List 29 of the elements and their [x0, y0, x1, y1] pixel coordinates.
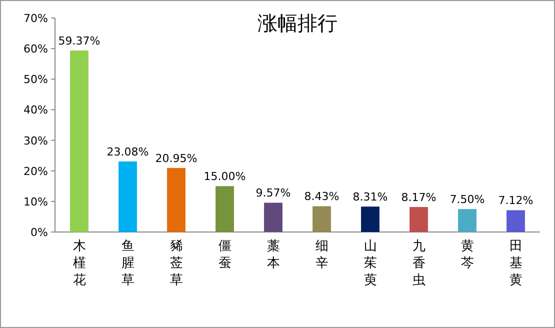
y-tick-label: 40% — [24, 104, 48, 117]
y-tick-label: 20% — [24, 164, 48, 178]
y-tick-label: 10% — [24, 195, 48, 208]
data-label: 20.95% — [155, 152, 198, 165]
x-tick-label: 僵蚕 — [218, 239, 232, 271]
data-label: 8.31% — [352, 190, 388, 204]
y-tick-label: 50% — [24, 73, 48, 86]
y-tick-label: 70% — [24, 12, 48, 25]
x-tick-label: 九香虫 — [412, 239, 426, 288]
x-tick-label: 木槿花 — [72, 239, 86, 288]
y-tick-label: 0% — [30, 226, 48, 239]
x-tick-label: 黄芩 — [460, 239, 474, 271]
x-tick-label: 细辛 — [315, 239, 328, 271]
data-label: 8.43% — [304, 190, 340, 204]
data-label: 59.37% — [58, 34, 100, 48]
x-tick-label: 田基黄 — [509, 239, 522, 288]
data-label: 23.08% — [106, 145, 149, 158]
title: 涨幅排行 — [258, 11, 338, 35]
x-tick-label: 豨莶草 — [170, 239, 183, 288]
x-tick-label: 鱼腥草 — [121, 239, 134, 288]
x-tick-label: 山茱萸 — [364, 239, 377, 288]
x-tick-label: 藁本 — [266, 239, 280, 271]
y-tick-label: 30% — [24, 134, 48, 148]
data-label: 15.00% — [204, 170, 246, 184]
data-label: 9.57% — [256, 186, 291, 200]
data-label: 8.17% — [401, 191, 436, 204]
data-label: 7.50% — [450, 193, 485, 206]
y-tick-label: 60% — [24, 42, 48, 56]
data-label: 7.12% — [498, 194, 534, 208]
